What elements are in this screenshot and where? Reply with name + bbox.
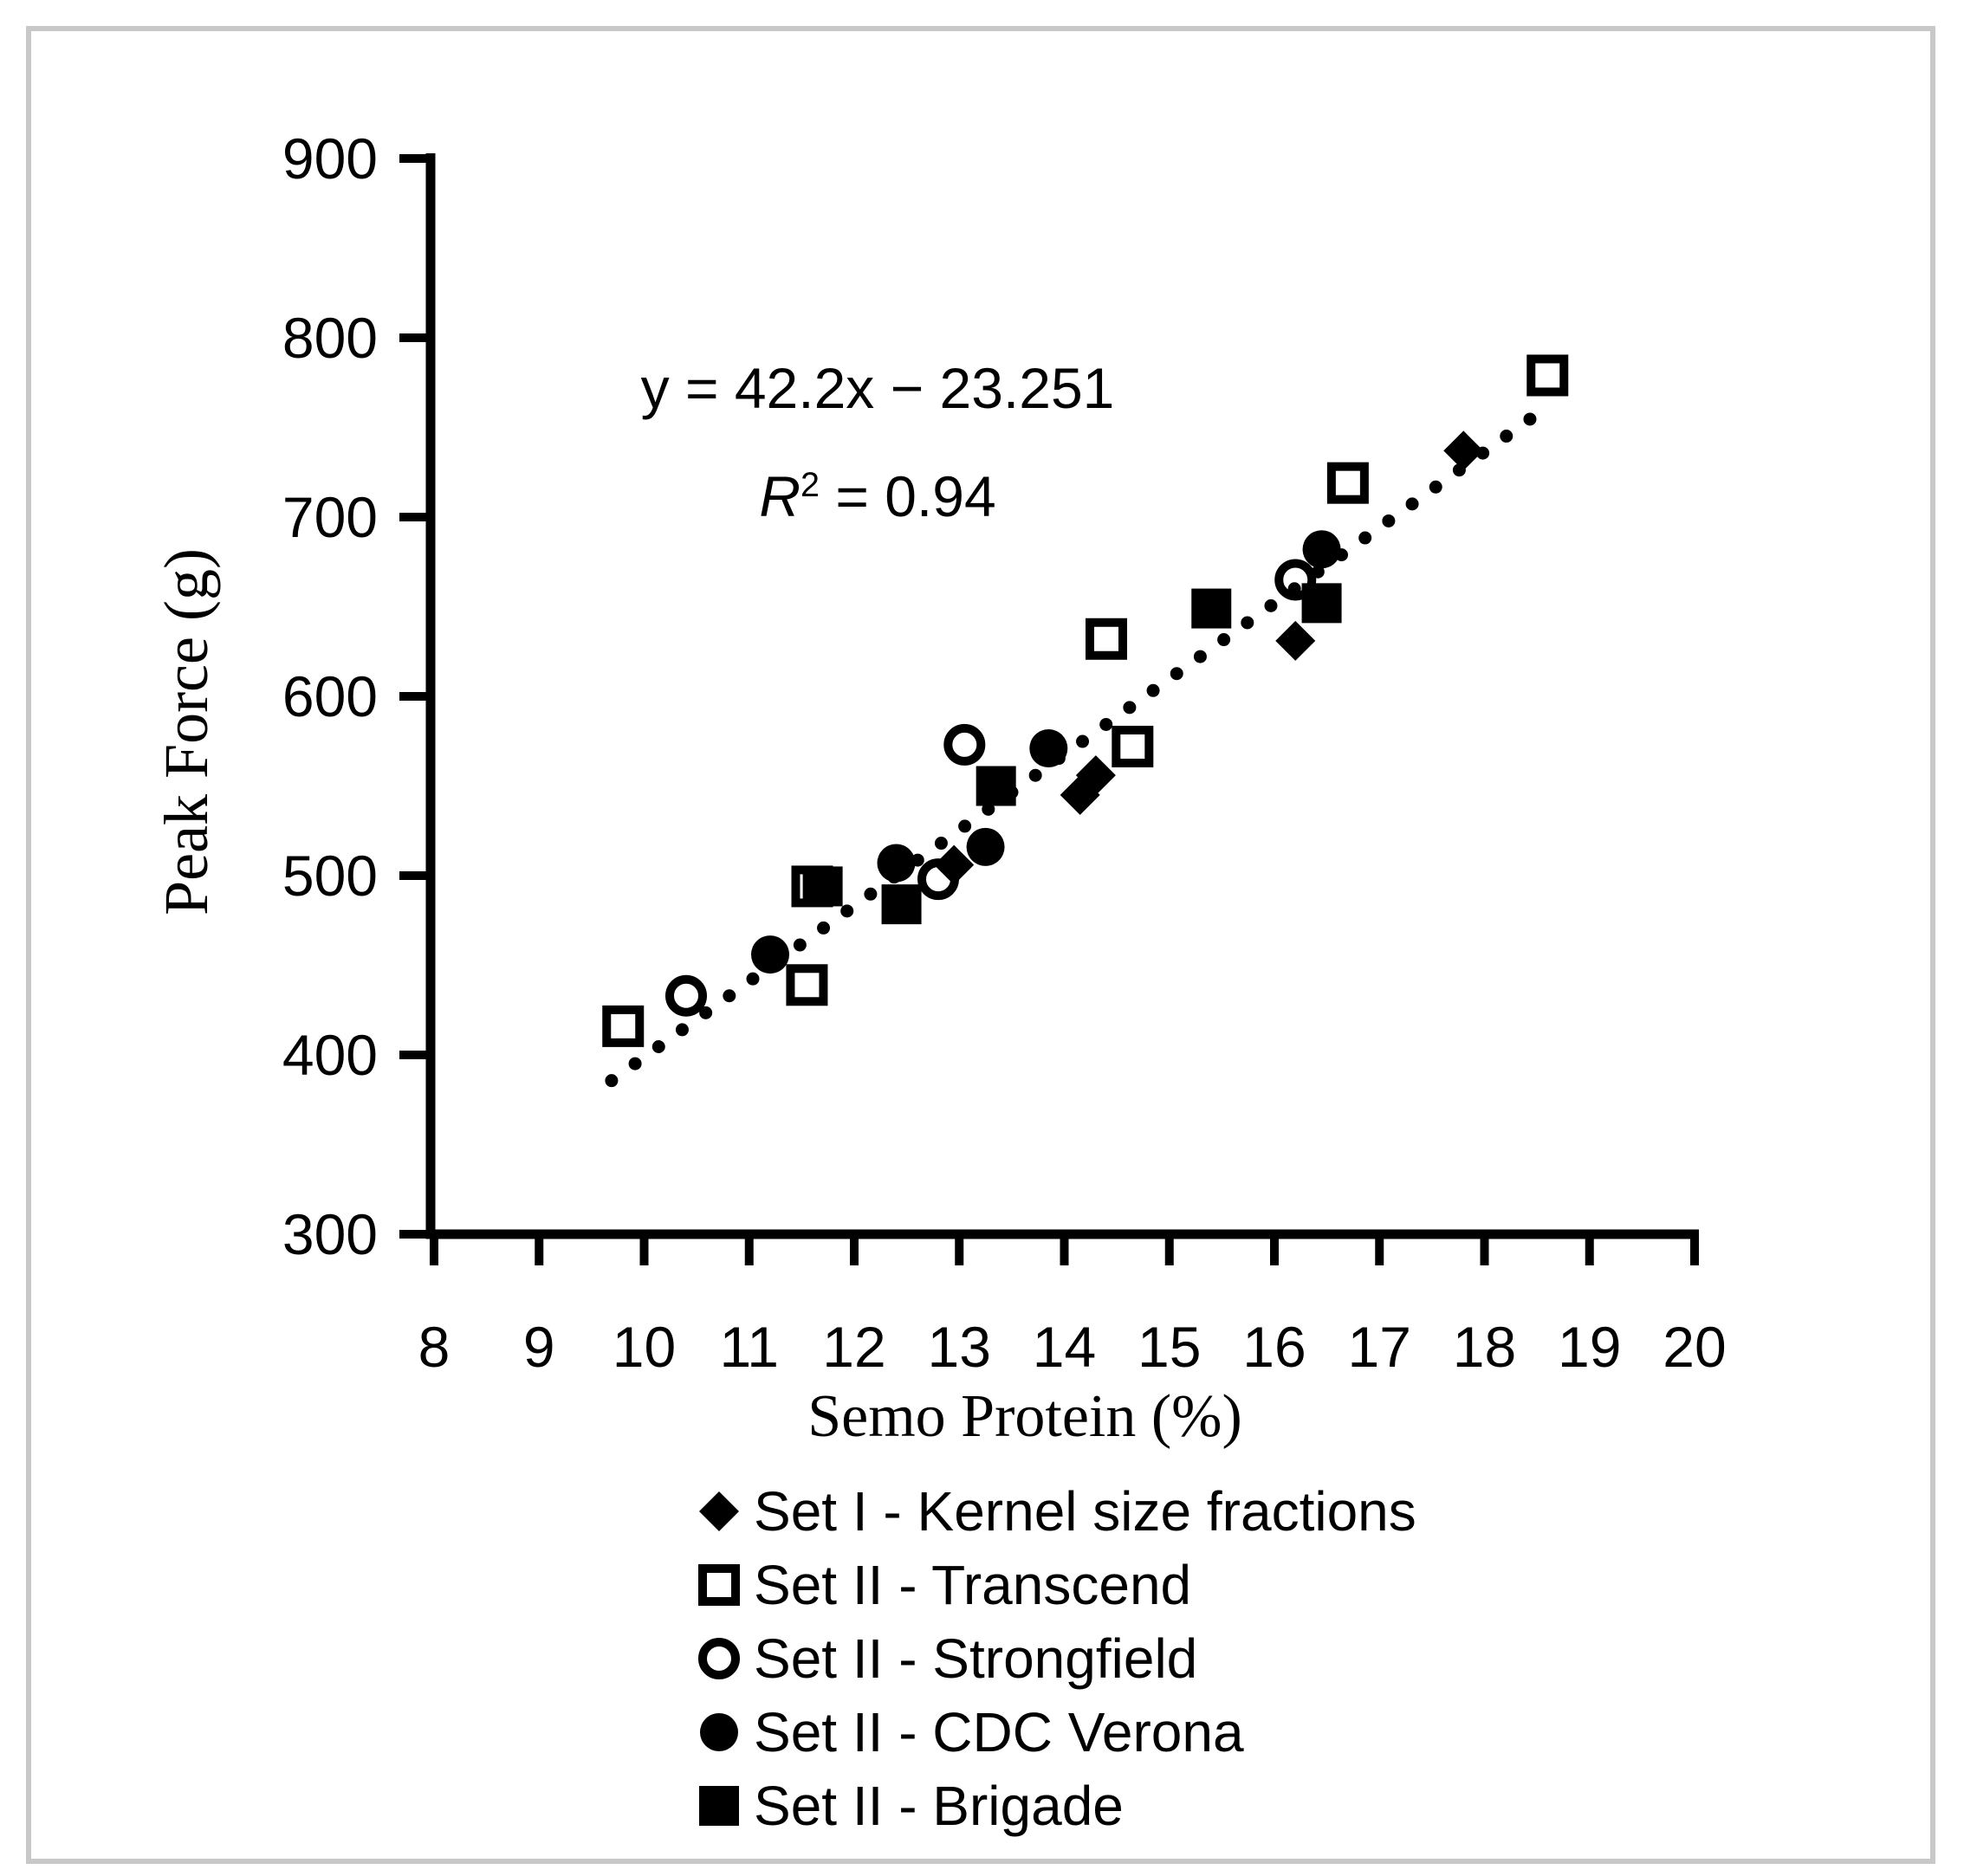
data-point-set-ii-transcend — [1526, 354, 1569, 397]
y-tick-label-900: 900 — [282, 126, 378, 191]
data-point-set-ii-brigade — [802, 866, 843, 907]
y-tick-label-700: 700 — [282, 485, 378, 549]
r-symbol: R — [759, 464, 801, 528]
filled-circle-icon — [700, 1712, 738, 1751]
x-tick-label-16: 16 — [1242, 1315, 1306, 1379]
x-tick-label-20: 20 — [1663, 1315, 1726, 1379]
legend-item-set-ii-strongfield: Set II - Strongfield — [691, 1621, 1416, 1695]
data-point-set-i-kernel-size-fractions — [1075, 755, 1116, 796]
filled-diamond-glyph — [699, 1491, 739, 1531]
equation-line1: y = 42.2x − 23.251 — [640, 356, 1115, 420]
y-tick-label-800: 800 — [282, 306, 378, 370]
data-point-set-ii-brigade — [1301, 583, 1342, 624]
data-point-set-ii-transcend — [1086, 618, 1127, 660]
data-point-set-ii-transcend — [1112, 725, 1154, 767]
data-point-set-ii-brigade — [881, 884, 922, 925]
y-tick-label-300: 300 — [282, 1202, 378, 1266]
legend-label: Set II - CDC Verona — [754, 1700, 1244, 1763]
data-point-set-ii-transcend — [786, 964, 828, 1006]
legend-item-set-ii-brigade: Set II - Brigade — [691, 1769, 1416, 1842]
x-tick-label-17: 17 — [1348, 1315, 1411, 1379]
series-set-i-kernel-size-fractions — [934, 430, 1484, 885]
data-point-set-ii-brigade — [976, 766, 1016, 806]
trendline-equation: y = 42.2x − 23.251 R2 = 0.94 — [618, 340, 1138, 545]
trendline-dotted — [605, 404, 1549, 1088]
data-point-set-ii-transcend — [602, 1005, 645, 1047]
legend-item-set-ii-transcend: Set II - Transcend — [691, 1548, 1416, 1621]
legend-item-set-ii-cdc-verona: Set II - CDC Verona — [691, 1695, 1416, 1769]
series-set-ii-cdc-verona — [751, 530, 1341, 974]
x-tick-label-9: 9 — [523, 1315, 555, 1379]
x-tick-label-19: 19 — [1558, 1315, 1621, 1379]
data-point-set-ii-cdc-verona — [966, 827, 1005, 866]
legend-label: Set I - Kernel size fractions — [754, 1479, 1416, 1543]
x-tick-label-15: 15 — [1138, 1315, 1201, 1379]
data-point-set-ii-cdc-verona — [751, 935, 789, 974]
filled-square-glyph — [699, 1785, 739, 1826]
data-point-set-ii-transcend — [1326, 462, 1369, 504]
filled-diamond-icon — [699, 1491, 739, 1531]
r-superscript: 2 — [800, 466, 820, 504]
filled-square-icon — [699, 1785, 739, 1826]
equation-r-squared: R2 = 0.94 — [618, 437, 1138, 545]
data-point-set-ii-strongfield — [665, 974, 707, 1017]
x-tick-label-8: 8 — [418, 1315, 450, 1379]
x-tick-label-12: 12 — [822, 1315, 885, 1379]
series-set-ii-brigade — [802, 583, 1342, 925]
data-point-set-ii-cdc-verona — [877, 844, 916, 883]
open-circle-icon — [698, 1637, 740, 1679]
data-point-set-ii-cdc-verona — [1029, 729, 1068, 768]
data-point-set-ii-strongfield — [1274, 559, 1317, 601]
x-tick-label-14: 14 — [1033, 1315, 1096, 1379]
legend-label: Set II - Strongfield — [754, 1627, 1198, 1690]
open-square-glyph — [698, 1563, 740, 1606]
legend-label: Set II - Brigade — [754, 1774, 1124, 1837]
legend: Set I - Kernel size fractions Set II - Tr… — [691, 1474, 1416, 1842]
data-point-set-ii-cdc-verona — [1302, 530, 1341, 569]
x-axis-title: Semo Protein (%) — [807, 1383, 1242, 1450]
legend-item-set-i-kernel-size-fractions: Set I - Kernel size fractions — [691, 1474, 1416, 1548]
data-point-set-i-kernel-size-fractions — [1275, 620, 1316, 661]
data-point-set-ii-strongfield — [943, 723, 986, 766]
y-axis-title: Peak Force (g) — [152, 548, 221, 915]
data-point-set-i-kernel-size-fractions — [1443, 430, 1484, 471]
x-tick-label-10: 10 — [613, 1315, 676, 1379]
r-value: = 0.94 — [820, 464, 996, 528]
data-point-set-ii-brigade — [1191, 588, 1232, 629]
data-point-set-i-kernel-size-fractions — [934, 844, 975, 885]
legend-label: Set II - Transcend — [754, 1553, 1192, 1616]
open-square-icon — [698, 1563, 740, 1606]
y-tick-label-600: 600 — [282, 664, 378, 728]
x-tick-label-11: 11 — [719, 1315, 779, 1379]
open-circle-glyph — [698, 1637, 740, 1679]
x-tick-label-18: 18 — [1453, 1315, 1516, 1379]
filled-circle-glyph — [700, 1712, 738, 1751]
y-tick-label-400: 400 — [282, 1023, 378, 1087]
y-tick-label-500: 500 — [282, 844, 378, 908]
x-tick-label-13: 13 — [928, 1315, 991, 1379]
